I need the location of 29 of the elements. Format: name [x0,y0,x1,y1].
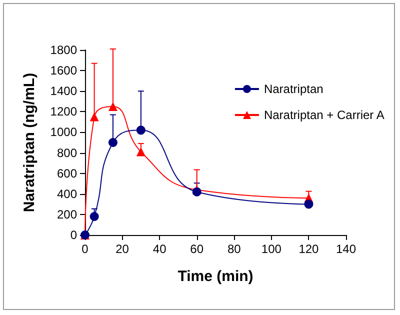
legend-label: Naratriptan + Carrier A [264,108,384,122]
y-tick-label: 600 [56,166,78,180]
y-tick-label: 0 [70,228,78,242]
x-tick-label: 60 [190,242,204,256]
point [136,147,146,156]
y-tick-label: 1000 [50,125,78,140]
x-tick-label: 40 [152,242,167,256]
x-tick-label: 0 [82,242,89,256]
x-tick-label: 20 [116,242,130,256]
point [90,112,99,122]
point [304,200,314,209]
point [108,102,118,112]
legend-label: Naratriptan [264,82,324,96]
x-tick-label: 120 [298,242,320,256]
y-tick-label: 200 [56,207,78,222]
y-tick-label: 1200 [50,104,78,119]
x-axis-title: Time (min) [178,268,254,285]
x-tick-label: 140 [336,242,356,256]
x-tick-label: 80 [227,242,242,256]
y-tick-label: 1400 [50,84,78,98]
point [90,212,99,221]
y-tick-label: 1600 [50,64,78,78]
y-axis-title: Naratriptan (ng/mL) [21,72,38,212]
y-tick-label: 400 [56,186,78,201]
y-tick-label: 1800 [50,43,78,57]
x-tick-label: 100 [261,242,282,256]
y-tick-label: 800 [56,146,78,160]
point [136,126,146,135]
point [108,138,118,147]
